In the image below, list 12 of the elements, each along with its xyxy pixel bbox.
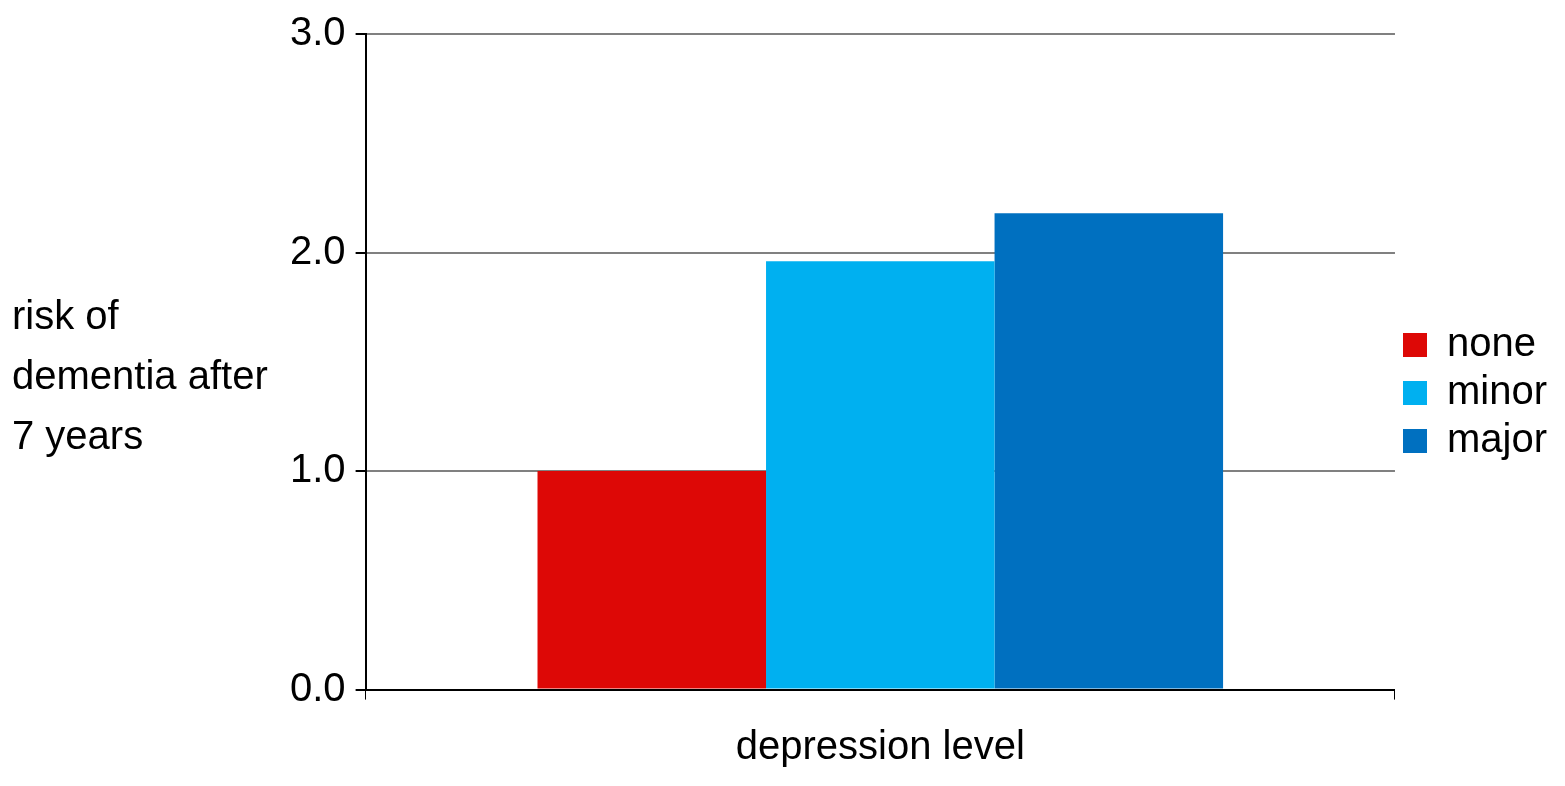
bar	[537, 471, 767, 689]
bar	[994, 213, 1224, 689]
y-tick-label: 0.0	[290, 664, 346, 709]
y-tick-label: 3.0	[290, 9, 346, 54]
y-axis-title: risk of dementia after 7 years	[12, 292, 269, 459]
x-axis-title: depression level	[735, 723, 1025, 768]
y-tick-label: 1.0	[290, 446, 346, 491]
bar	[766, 261, 995, 689]
legend-label: major	[1446, 416, 1548, 461]
legend-label: none	[1446, 320, 1536, 365]
legend-label: minor	[1446, 368, 1548, 413]
y-tick-label: 2.0	[290, 227, 346, 272]
